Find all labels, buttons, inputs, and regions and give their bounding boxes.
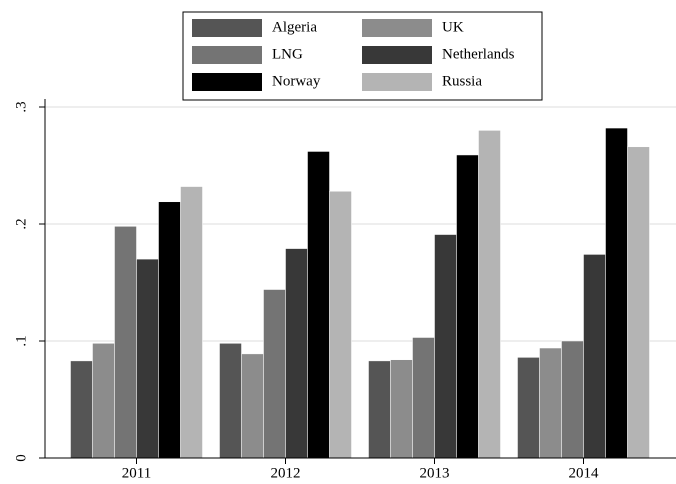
bar xyxy=(478,130,501,459)
y-tick-label: .1 xyxy=(13,335,29,346)
legend-swatch xyxy=(192,73,262,91)
x-tick-label: 2013 xyxy=(420,465,450,481)
legend-swatch xyxy=(362,19,432,37)
bar xyxy=(180,186,203,459)
legend-label: LNG xyxy=(272,46,303,62)
bar xyxy=(412,337,435,459)
bar xyxy=(70,360,93,459)
bar xyxy=(627,146,650,459)
bar xyxy=(605,127,628,459)
bar xyxy=(517,357,540,459)
legend-label: UK xyxy=(442,19,464,35)
y-tick-label: 0 xyxy=(13,454,29,462)
x-tick-label: 2012 xyxy=(271,465,301,481)
bar xyxy=(158,201,181,459)
bar xyxy=(92,343,115,459)
legend-label: Netherlands xyxy=(442,46,515,62)
legend-swatch xyxy=(192,19,262,37)
bar xyxy=(263,289,286,459)
bar xyxy=(583,254,606,459)
x-tick-label: 2014 xyxy=(569,465,600,481)
legend-label: Algeria xyxy=(272,19,317,35)
bar xyxy=(390,359,413,459)
bar xyxy=(136,258,159,459)
bar xyxy=(329,190,352,459)
bar xyxy=(456,154,479,459)
legend-swatch xyxy=(192,46,262,64)
legend-swatch xyxy=(362,46,432,64)
bar xyxy=(241,353,264,459)
bar xyxy=(434,234,457,459)
bar xyxy=(539,347,562,459)
bar xyxy=(307,151,330,459)
legend-swatch xyxy=(362,73,432,91)
x-tick-label: 2011 xyxy=(122,465,151,481)
legend-label: Russia xyxy=(442,73,482,89)
bar xyxy=(114,226,137,459)
bar xyxy=(561,340,584,459)
legend-label: Norway xyxy=(272,73,321,89)
y-tick-label: .2 xyxy=(13,218,29,229)
bar xyxy=(368,360,391,459)
bar xyxy=(219,343,242,459)
bar xyxy=(285,248,308,459)
y-tick-label: .3 xyxy=(13,101,29,112)
